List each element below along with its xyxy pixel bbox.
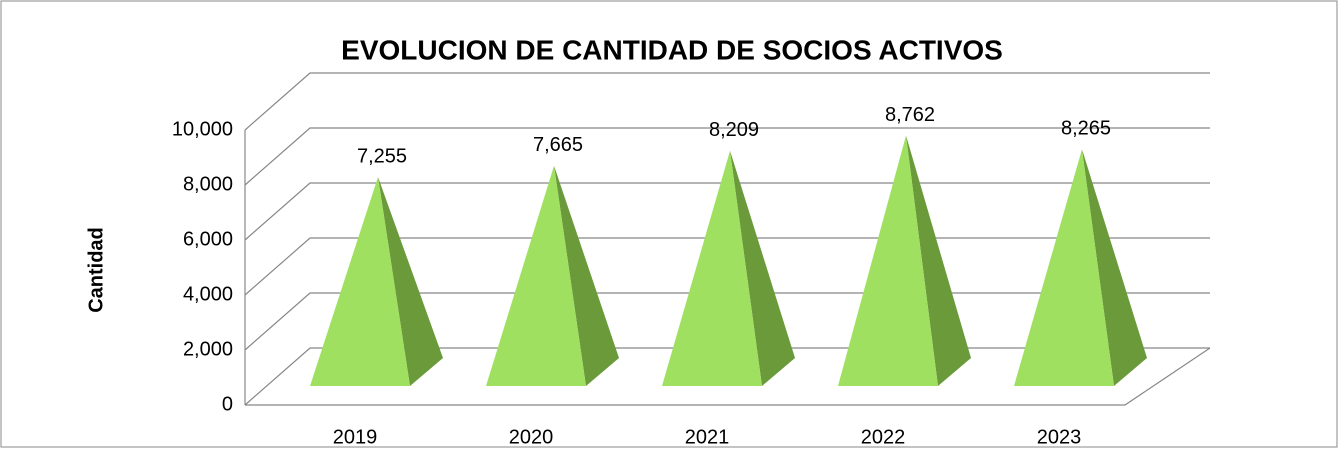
pyramid-side [378,176,443,386]
floor [245,347,1211,406]
pyramid-front [1014,149,1114,386]
pyramid-side [1082,149,1147,386]
y-axis-label: Cantidad [85,227,107,313]
x-tick-label: 2022 [861,426,906,448]
value-label: 8,265 [1061,117,1111,139]
pyramid-front [486,165,586,386]
x-tick-label: 2023 [1037,426,1082,448]
x-tick-label: 2021 [685,426,730,448]
pyramid-front [838,135,938,386]
chart-title: EVOLUCION DE CANTIDAD DE SOCIOS ACTIVOS [341,34,1003,65]
value-label: 8,209 [709,119,759,141]
value-label: 8,762 [885,104,935,126]
y-tick-label: 6,000 [183,228,233,250]
grid-line [244,127,1210,186]
value-label: 7,255 [357,145,407,167]
y-tick-label: 4,000 [183,283,233,305]
pyramid-front [310,176,410,386]
y-tick-label: 8,000 [183,173,233,195]
pyramid-side [906,135,971,386]
grid-line [244,72,1210,131]
value-label: 7,665 [533,134,583,156]
x-tick-label: 2019 [333,426,378,448]
pyramid-side [730,150,795,386]
pyramid-side [554,165,619,386]
y-tick-label: 10,000 [172,118,233,140]
pyramid-front [662,150,762,386]
y-tick-label: 0 [222,393,233,415]
y-tick-label: 2,000 [183,338,233,360]
x-tick-label: 2020 [509,426,554,448]
